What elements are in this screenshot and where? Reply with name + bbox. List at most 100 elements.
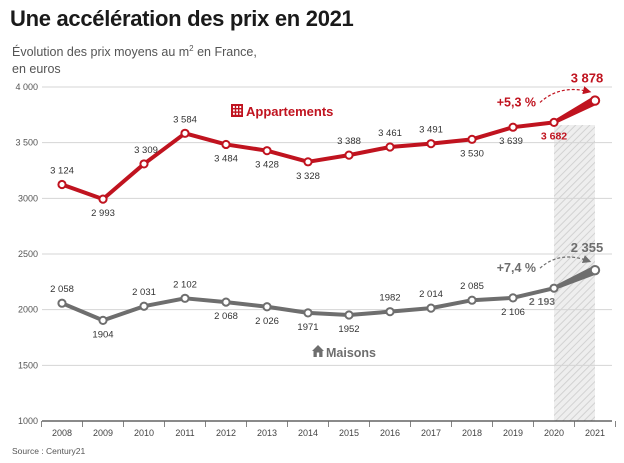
- data-label: 2 014: [419, 289, 443, 300]
- data-point: [303, 308, 313, 318]
- data-label: 1982: [379, 293, 400, 304]
- data-point: [385, 307, 395, 317]
- change-label: +7,4 %: [497, 261, 536, 275]
- building-icon-window: [236, 106, 238, 108]
- data-label: 2 193: [529, 296, 555, 308]
- series-last-segment-1: [553, 266, 597, 291]
- data-label: 1952: [338, 324, 359, 335]
- data-label: 3 530: [460, 148, 484, 159]
- data-point: [508, 293, 518, 303]
- data-point: [98, 194, 108, 204]
- chart-title: Une accélération des prix en 2021: [10, 6, 354, 31]
- data-label: 3 584: [173, 114, 197, 125]
- change-arrow: [539, 86, 592, 103]
- x-tick-label: 2021: [585, 428, 605, 438]
- house-icon-body: [312, 345, 324, 357]
- change-arrow: [539, 255, 592, 269]
- subtitle-superscript: 2: [189, 44, 194, 53]
- building-icon-window: [233, 112, 235, 115]
- y-tick-label: 4 000: [15, 82, 38, 92]
- data-point: [549, 117, 559, 128]
- data-label-latest: 3 878: [571, 71, 604, 86]
- data-point: [139, 159, 149, 169]
- x-tick-label: 2008: [52, 428, 72, 438]
- building-icon-window: [233, 109, 235, 112]
- y-tick-label: 3000: [18, 193, 38, 203]
- annotation-layer: +5,3 % +7,4 % Appartements Maisons: [231, 86, 592, 360]
- x-tick-label: 2013: [257, 428, 277, 438]
- data-label: 2 102: [173, 279, 197, 290]
- chart-subtitle: Évolution des prix moyens au m2 en Franc…: [12, 40, 257, 78]
- data-point: [57, 179, 67, 190]
- subtitle-text-end: en France,: [193, 45, 257, 60]
- data-point: [467, 134, 477, 144]
- subtitle-unit: en euros: [12, 62, 61, 77]
- x-tick-label: 2019: [503, 428, 523, 438]
- data-point: [385, 142, 395, 152]
- house-icon-door: [316, 352, 320, 357]
- data-point: [467, 295, 477, 305]
- data-point: [344, 310, 354, 320]
- y-tick-label: 2000: [18, 305, 38, 315]
- x-tick-label: 2012: [216, 428, 236, 438]
- y-tick-label: 1000: [18, 416, 38, 426]
- data-point: [549, 283, 559, 293]
- x-tick-label: 2011: [175, 428, 194, 438]
- data-label: 1904: [92, 329, 113, 340]
- labels-layer: 3 124 2 993 3 309 3 584 3 484 3 428 3 328 3 388…: [50, 71, 603, 341]
- data-label: 3 328: [296, 171, 320, 182]
- building-icon-window: [239, 112, 242, 115]
- grid-layer: [42, 86, 612, 422]
- series-label-maisons: Maisons: [326, 346, 376, 360]
- series-last-segment-0: [553, 96, 598, 125]
- house-icon: [312, 345, 324, 357]
- data-point: [139, 301, 149, 311]
- data-point: [262, 302, 272, 312]
- data-point: [221, 139, 231, 150]
- data-label: 3 484: [214, 153, 238, 164]
- data-label: 3 682: [541, 130, 567, 142]
- data-label: 3 309: [134, 145, 158, 156]
- building-icon-window: [236, 112, 238, 115]
- data-label: 2 085: [460, 281, 484, 292]
- data-label: 2 026: [255, 316, 279, 327]
- building-icon-window: [239, 109, 242, 112]
- building-icon: [231, 104, 243, 117]
- data-label-latest: 2 355: [571, 240, 604, 255]
- series-layer: [57, 95, 601, 325]
- data-label: 3 491: [419, 125, 443, 136]
- subtitle-text: Évolution des prix moyens au m: [12, 45, 190, 60]
- data-label: 2 068: [214, 311, 238, 322]
- building-icon-window: [239, 106, 242, 108]
- y-tick-label: 2500: [18, 249, 38, 259]
- x-tick-label: 2009: [93, 428, 113, 438]
- data-point: [98, 315, 108, 325]
- series-label-appartements: Appartements: [246, 104, 333, 119]
- x-tick-label: 2016: [380, 428, 400, 438]
- data-point: [221, 297, 231, 307]
- building-icon-window: [236, 109, 238, 112]
- data-label: 3 461: [378, 128, 402, 139]
- data-label: 3 388: [337, 136, 361, 147]
- x-tick-label: 2015: [339, 428, 359, 438]
- x-tick-label: 2017: [421, 428, 441, 438]
- x-tick-label: 2018: [462, 428, 482, 438]
- data-label: 3 124: [50, 166, 74, 177]
- data-point: [180, 128, 190, 138]
- data-label: 2 031: [132, 287, 156, 298]
- axis-layer: 1000 1500 2000 2500 3000 3 500 4 000 2008 2009 20…: [15, 82, 616, 438]
- data-label: 1971: [297, 322, 318, 333]
- data-label: 3 639: [499, 136, 523, 147]
- change-label: +5,3 %: [497, 95, 536, 109]
- building-icon-window: [233, 106, 235, 108]
- data-point: [57, 298, 67, 308]
- data-label: 2 058: [50, 284, 74, 295]
- data-point: [508, 122, 518, 132]
- data-label: 2 993: [91, 208, 115, 219]
- data-point: [426, 139, 436, 149]
- data-point: [344, 150, 354, 160]
- x-tick-label: 2020: [544, 428, 564, 438]
- data-point: [180, 293, 190, 303]
- data-point: [589, 95, 601, 106]
